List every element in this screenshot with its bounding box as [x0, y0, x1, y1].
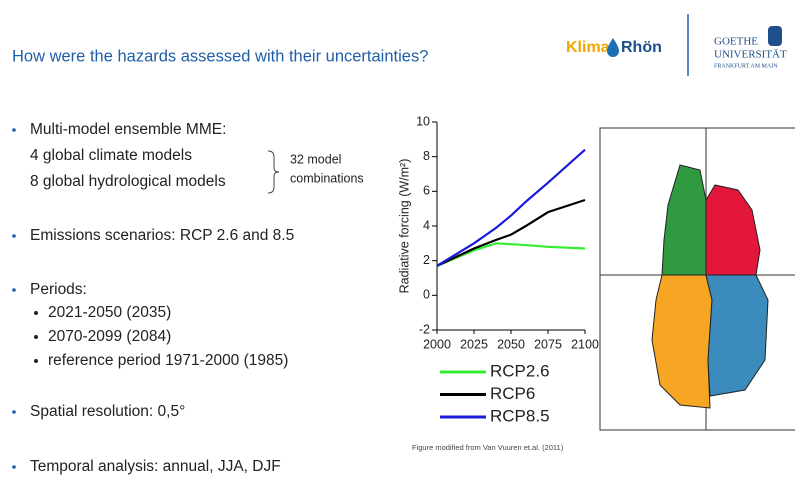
bullet-text: Temporal analysis: annual, JJA, DJF [30, 458, 281, 475]
y-tick-label: 0 [423, 288, 430, 302]
series-line [436, 198, 586, 267]
y-tick-label: 6 [423, 184, 430, 198]
y-tick-label: 2 [423, 253, 430, 267]
y-tick-label: 4 [423, 218, 430, 232]
bullet-text: Emissions scenarios: RCP 2.6 and 8.5 [30, 227, 294, 244]
logo-goethe: GOETHE [714, 36, 758, 48]
bullet-dot [12, 410, 16, 414]
logo-klima: Klima [566, 39, 610, 56]
sub-text: reference period 1971-2000 (1985) [48, 352, 288, 369]
caption: Figure modified from Van Vuuren et.al. (… [412, 443, 564, 452]
x-tick-label: 2025 [460, 337, 488, 351]
sub-text: 2021-2050 (2035) [48, 304, 171, 321]
bullet-dot [12, 288, 16, 292]
bullet-text: Multi-model ensemble MME: [30, 121, 226, 138]
y-tick-label: -2 [419, 322, 430, 336]
bullet-dot [12, 128, 16, 132]
logo-goethe: UNIVERSITÄT [714, 49, 787, 61]
x-tick-label: 2100 [571, 337, 599, 351]
bullet-text: 8 global hydrological models [30, 173, 226, 190]
bullet-note: combinations [290, 171, 364, 185]
y-tick-label: 8 [423, 149, 430, 163]
logo-drop [607, 38, 619, 57]
bullet-dot [12, 465, 16, 469]
sub-dot [34, 335, 38, 339]
slide-title: How were the hazards assessed with their… [12, 47, 428, 65]
logo-head [768, 26, 782, 46]
bullet-dot [12, 234, 16, 238]
sub-dot [34, 359, 38, 363]
logo-rhoen: Rhön [621, 39, 662, 56]
bullet-text: 4 global climate models [30, 147, 192, 164]
sub-dot [34, 311, 38, 315]
legend-label: RCP8.5 [490, 406, 550, 425]
sub-text: 2070-2099 (2084) [48, 328, 171, 345]
y-axis-label: Radiative forcing (W/m²) [397, 159, 411, 294]
bullet-text: Periods: [30, 281, 87, 298]
brace [267, 150, 280, 194]
y-tick-label: 10 [416, 114, 430, 128]
x-tick-label: 2050 [497, 337, 525, 351]
map-region [705, 274, 769, 397]
x-tick-label: 2075 [534, 337, 562, 351]
legend-label: RCP2.6 [490, 361, 550, 380]
legend-label: RCP6 [490, 384, 535, 403]
bullet-note: 32 model [290, 152, 341, 166]
map [599, 127, 795, 431]
series-line [436, 148, 586, 267]
logo-goethe: FRANKFURT AM MAIN [714, 63, 778, 69]
series-line [436, 242, 586, 267]
x-tick-label: 2000 [423, 337, 451, 351]
bullet-text: Spatial resolution: 0,5° [30, 403, 185, 420]
